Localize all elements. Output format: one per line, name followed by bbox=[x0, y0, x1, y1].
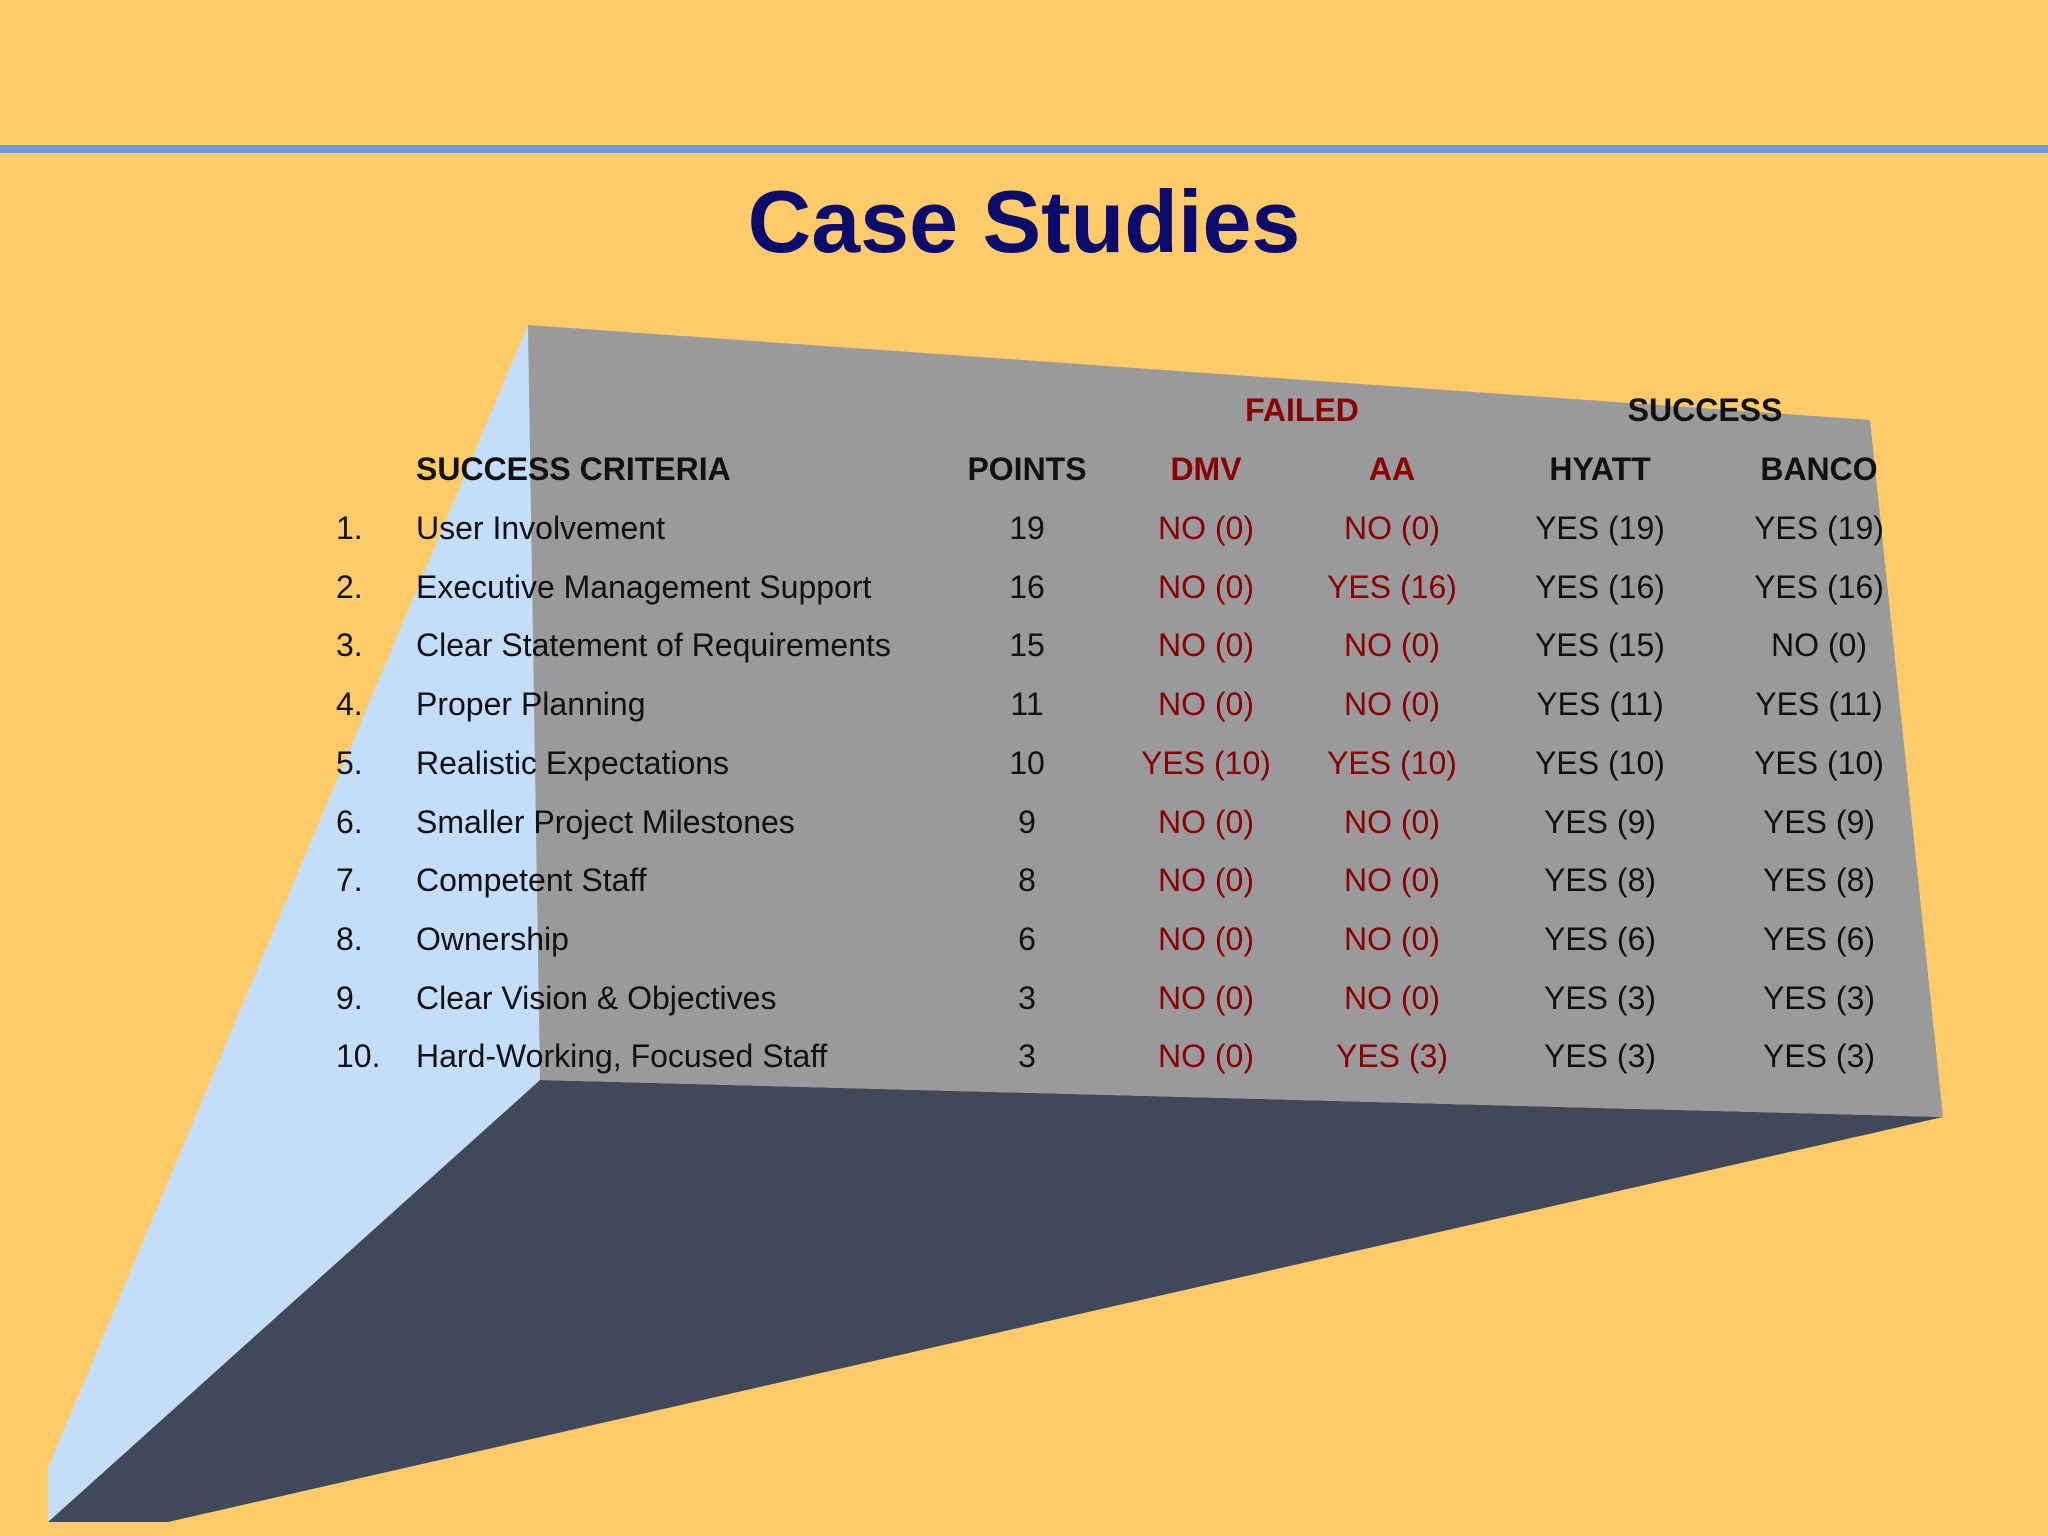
row-3-hyatt-cell: YES (15) bbox=[1535, 627, 1665, 663]
row-1-num-cell: 1. bbox=[336, 510, 363, 546]
row-2-banco-cell: YES (16) bbox=[1754, 569, 1884, 605]
row-9-dmv-cell: NO (0) bbox=[1158, 980, 1254, 1016]
row-1-criteria-cell: User Involvement bbox=[416, 510, 665, 546]
row-3-dmv-cell: NO (0) bbox=[1158, 627, 1254, 663]
row-3-criteria-cell: Clear Statement of Requirements bbox=[416, 627, 891, 663]
row-7-banco-cell: YES (8) bbox=[1762, 862, 1876, 898]
row-7-points-cell: 8 bbox=[1018, 862, 1036, 898]
row-1-aa-cell: NO (0) bbox=[1344, 510, 1440, 546]
column-header-points: POINTS bbox=[967, 451, 1087, 487]
row-7-hyatt-cell: YES (8) bbox=[1543, 862, 1657, 898]
column-header-dmv: DMV bbox=[1170, 451, 1242, 487]
row-8-hyatt-cell: YES (6) bbox=[1543, 921, 1657, 957]
row-7-aa-cell: NO (0) bbox=[1344, 862, 1440, 898]
row-5-criteria-cell: Realistic Expectations bbox=[416, 745, 730, 781]
row-9-hyatt-cell: YES (3) bbox=[1543, 980, 1657, 1016]
row-5-hyatt-cell: YES (10) bbox=[1535, 745, 1665, 781]
row-9-criteria-cell: Clear Vision & Objectives bbox=[416, 980, 777, 1016]
row-7-num-cell: 7. bbox=[336, 862, 363, 898]
row-2-hyatt-cell: YES (16) bbox=[1535, 569, 1665, 605]
row-8-criteria-cell: Ownership bbox=[416, 921, 569, 957]
row-1-banco-cell: YES (19) bbox=[1754, 510, 1884, 546]
row-3-banco-cell: NO (0) bbox=[1771, 627, 1867, 663]
group-header-failed: FAILED bbox=[1245, 392, 1359, 428]
row-4-aa-cell: NO (0) bbox=[1344, 686, 1440, 722]
row-4-num-cell: 4. bbox=[336, 686, 363, 722]
row-7-dmv-cell: NO (0) bbox=[1158, 862, 1254, 898]
row-10-aa-cell: YES (3) bbox=[1335, 1038, 1449, 1074]
row-1-points-cell: 19 bbox=[1009, 510, 1045, 546]
row-9-num-cell: 9. bbox=[336, 980, 363, 1016]
row-10-num-cell: 10. bbox=[336, 1038, 381, 1074]
row-4-criteria-cell: Proper Planning bbox=[416, 686, 646, 722]
row-5-num-cell: 5. bbox=[336, 745, 363, 781]
row-2-points-cell: 16 bbox=[1009, 569, 1045, 605]
row-10-points-cell: 3 bbox=[1018, 1038, 1036, 1074]
row-8-num-cell: 8. bbox=[336, 921, 363, 957]
row-8-banco-cell: YES (6) bbox=[1762, 921, 1876, 957]
row-1-hyatt-cell: YES (19) bbox=[1535, 510, 1665, 546]
row-2-aa-cell: YES (16) bbox=[1327, 569, 1457, 605]
row-4-points-cell: 11 bbox=[1010, 686, 1044, 722]
row-6-hyatt-cell: YES (9) bbox=[1543, 804, 1657, 840]
row-10-criteria-cell: Hard-Working, Focused Staff bbox=[416, 1038, 828, 1074]
row-8-points-cell: 6 bbox=[1018, 921, 1036, 957]
row-6-criteria-cell: Smaller Project Milestones bbox=[416, 804, 795, 840]
row-10-banco-cell: YES (3) bbox=[1762, 1038, 1876, 1074]
row-5-points-cell: 10 bbox=[1009, 745, 1045, 781]
row-1-dmv-cell: NO (0) bbox=[1158, 510, 1254, 546]
row-10-dmv-cell: NO (0) bbox=[1158, 1038, 1254, 1074]
group-header-success: SUCCESS bbox=[1627, 392, 1783, 428]
row-6-num-cell: 6. bbox=[336, 804, 363, 840]
row-3-num-cell: 3. bbox=[336, 627, 363, 663]
row-5-dmv-cell: YES (10) bbox=[1141, 745, 1271, 781]
row-7-criteria-cell: Competent Staff bbox=[416, 862, 647, 898]
row-5-banco-cell: YES (10) bbox=[1754, 745, 1884, 781]
row-4-banco-cell: YES (11) bbox=[1755, 686, 1883, 722]
row-4-hyatt-cell: YES (11) bbox=[1536, 686, 1664, 722]
slide-title: Case Studies bbox=[747, 172, 1301, 271]
row-6-aa-cell: NO (0) bbox=[1344, 804, 1440, 840]
row-9-banco-cell: YES (3) bbox=[1762, 980, 1876, 1016]
row-10-hyatt-cell: YES (3) bbox=[1543, 1038, 1657, 1074]
row-9-points-cell: 3 bbox=[1018, 980, 1036, 1016]
row-2-num-cell: 2. bbox=[336, 569, 363, 605]
row-5-aa-cell: YES (10) bbox=[1327, 745, 1457, 781]
row-6-banco-cell: YES (9) bbox=[1762, 804, 1876, 840]
column-header-criteria: SUCCESS CRITERIA bbox=[416, 451, 731, 487]
row-9-aa-cell: NO (0) bbox=[1344, 980, 1440, 1016]
title-rule bbox=[0, 145, 2048, 153]
column-header-hyatt: HYATT bbox=[1549, 451, 1651, 487]
row-3-aa-cell: NO (0) bbox=[1344, 627, 1440, 663]
row-2-dmv-cell: NO (0) bbox=[1158, 569, 1254, 605]
row-6-dmv-cell: NO (0) bbox=[1158, 804, 1254, 840]
row-3-points-cell: 15 bbox=[1009, 627, 1045, 663]
panel-back bbox=[528, 325, 1943, 1117]
row-6-points-cell: 9 bbox=[1018, 804, 1036, 840]
column-header-aa: AA bbox=[1368, 451, 1416, 487]
column-header-banco: BANCO bbox=[1760, 451, 1878, 487]
row-4-dmv-cell: NO (0) bbox=[1158, 686, 1254, 722]
row-8-dmv-cell: NO (0) bbox=[1158, 921, 1254, 957]
row-8-aa-cell: NO (0) bbox=[1344, 921, 1440, 957]
panel-side bbox=[48, 325, 540, 1522]
panel-floor bbox=[48, 1080, 1943, 1522]
row-2-criteria-cell: Executive Management Support bbox=[416, 569, 872, 605]
